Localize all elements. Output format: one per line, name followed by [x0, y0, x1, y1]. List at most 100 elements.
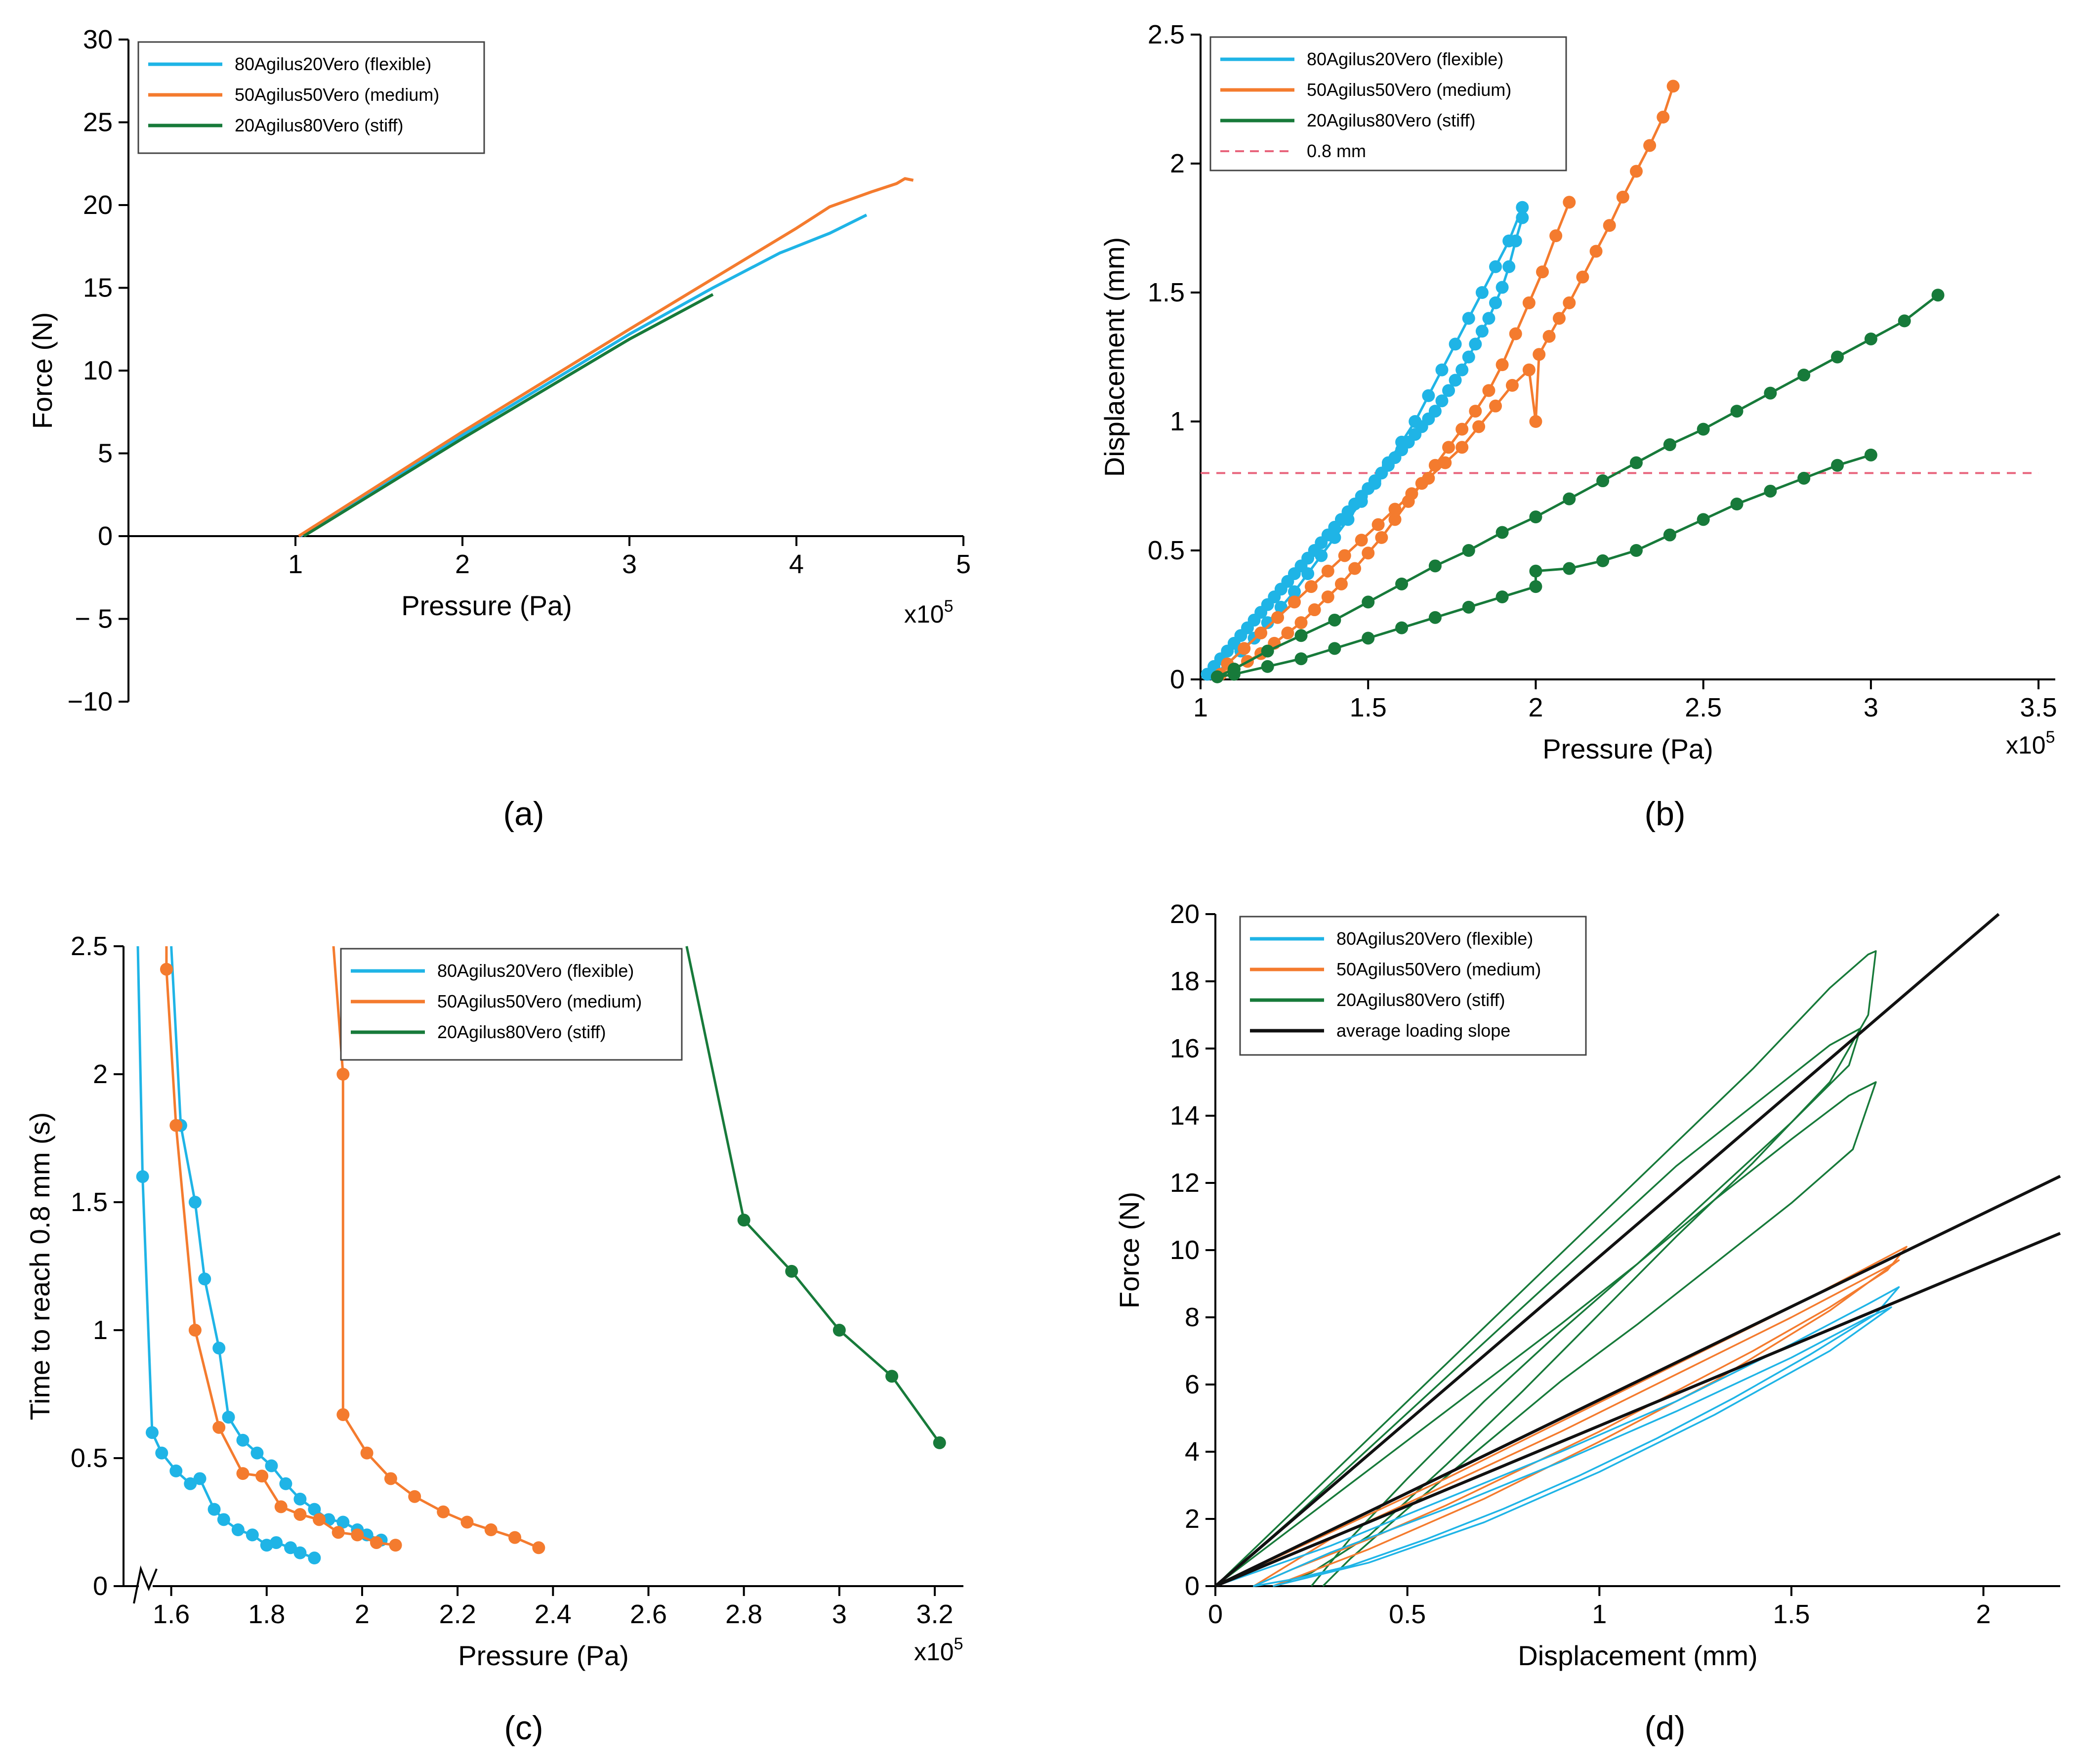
data-point-medium — [1666, 80, 1680, 93]
y-tick-label: 20 — [83, 190, 113, 220]
data-point-flexible — [188, 1196, 202, 1209]
data-point-medium — [1533, 348, 1546, 361]
panel-b-displacement-vs-pressure: 1 1.5 2 2.5 3 3.5 0 0.5 1 1.5 2 2.5 Pressure (Pa) Dis… — [1099, 20, 2057, 833]
x-axis-multiplier: x105 — [914, 1635, 963, 1666]
data-point-medium — [1402, 495, 1415, 508]
y-tick-label: 5 — [98, 439, 113, 468]
data-point-medium — [1338, 549, 1351, 562]
y-tick-label: −10 — [67, 687, 113, 716]
y-tick-label: − 5 — [75, 604, 113, 634]
legend-label: 50Agilus50Vero (medium) — [437, 991, 642, 1011]
data-point-stiff — [1797, 471, 1811, 485]
y-tick-label: 0 — [1170, 665, 1185, 694]
data-point-medium — [1355, 534, 1368, 547]
x-tick-label: 3 — [1864, 693, 1878, 722]
axis-break-icon — [133, 1565, 158, 1604]
data-point-medium — [1428, 459, 1442, 472]
data-point-flexible — [231, 1523, 245, 1537]
y-tick-label: 6 — [1185, 1370, 1200, 1399]
x-axis-label: Pressure (Pa) — [401, 590, 572, 621]
data-point-stiff — [737, 1214, 750, 1227]
legend-box — [137, 41, 485, 154]
data-point-stiff — [1831, 350, 1844, 364]
y-tick-label: 15 — [83, 273, 113, 303]
data-point-stiff — [1596, 554, 1610, 567]
legend-label: 80Agilus20Vero (flexible) — [235, 54, 431, 74]
data-point-flexible — [1482, 312, 1495, 325]
data-point-stiff — [1529, 510, 1542, 524]
data-point-medium — [484, 1523, 498, 1537]
legend: 80Agilus20Vero (flexible) 50Agilus50Vero … — [340, 948, 683, 1061]
y-tick-label: 25 — [83, 108, 113, 137]
x-tick-label: 2.2 — [439, 1599, 476, 1629]
y-axis-label: Force (N) — [27, 312, 58, 429]
data-point-flexible — [1449, 374, 1462, 387]
data-point-stiff — [1294, 629, 1308, 642]
data-point-stiff — [1294, 652, 1308, 666]
y-tick-label: 20 — [1170, 899, 1200, 929]
data-point-flexible — [270, 1536, 283, 1549]
series-line-black — [1214, 913, 2000, 1588]
data-point-flexible — [169, 1464, 183, 1477]
data-point-medium — [313, 1513, 326, 1526]
data-point-flexible — [1395, 435, 1409, 449]
data-point-medium — [1321, 590, 1334, 603]
x-tick-label: 1.8 — [248, 1599, 285, 1629]
x-axis-label: Pressure (Pa) — [458, 1640, 628, 1671]
data-point-medium — [332, 1526, 345, 1539]
data-point-stiff — [1529, 580, 1542, 593]
data-point-stiff — [1898, 314, 1911, 328]
data-point-stiff — [1362, 631, 1375, 645]
data-point-stiff — [1697, 422, 1710, 436]
data-point-medium — [293, 1508, 307, 1521]
series-line-black — [1214, 1175, 2061, 1588]
data-point-flexible — [1442, 384, 1455, 397]
x-tick-label: 0.5 — [1389, 1599, 1426, 1629]
x-tick-label: 0 — [1208, 1599, 1223, 1629]
legend-box — [340, 948, 683, 1061]
data-point-flexible — [155, 1446, 168, 1460]
data-point-stiff — [1797, 369, 1811, 382]
data-point-flexible — [1502, 260, 1516, 273]
data-point-stiff — [1428, 559, 1442, 573]
y-tick-label: 0 — [98, 521, 113, 551]
data-point-flexible — [1428, 405, 1442, 418]
y-axis-label: Force (N) — [1114, 1192, 1145, 1308]
data-point-medium — [460, 1515, 474, 1529]
y-tick-label: 12 — [1170, 1168, 1200, 1198]
data-point-medium — [1489, 399, 1502, 413]
data-point-stiff — [1563, 562, 1576, 575]
data-point-stiff — [1495, 526, 1509, 539]
legend: 80Agilus20Vero (flexible) 50Agilus50Vero … — [137, 41, 485, 154]
data-point-medium — [1388, 503, 1402, 516]
data-point-medium — [437, 1505, 450, 1518]
data-point-stiff — [1596, 474, 1610, 488]
data-point-stiff — [1395, 621, 1409, 634]
series-line-stiff — [303, 293, 714, 538]
data-point-stiff — [1629, 544, 1643, 557]
data-point-flexible — [1355, 495, 1368, 508]
x-tick-label: 2.8 — [725, 1599, 762, 1629]
data-point-flexible — [217, 1513, 230, 1526]
data-point-flexible — [1475, 325, 1489, 338]
data-point-stiff — [1529, 564, 1542, 578]
data-point-medium — [1536, 265, 1549, 279]
x-axis-multiplier: x105 — [2006, 728, 2055, 759]
data-point-stiff — [1462, 600, 1475, 614]
x-tick-label: 3 — [622, 549, 637, 579]
data-point-medium — [1505, 378, 1519, 392]
legend-label: 80Agilus20Vero (flexible) — [1336, 928, 1533, 949]
data-point-flexible — [222, 1411, 235, 1424]
data-point-stiff — [1663, 438, 1676, 451]
series-line-medium — [298, 177, 914, 538]
series-group — [136, 946, 946, 1565]
series-line-flexible — [136, 946, 315, 1559]
data-point-medium — [1616, 190, 1629, 204]
x-tick-label: 2 — [1976, 1599, 1991, 1629]
data-point-flexible — [1315, 549, 1328, 562]
data-point-flexible — [265, 1459, 278, 1472]
data-point-stiff — [1764, 386, 1777, 400]
data-point-medium — [384, 1472, 397, 1485]
y-tick-label: 18 — [1170, 966, 1200, 996]
